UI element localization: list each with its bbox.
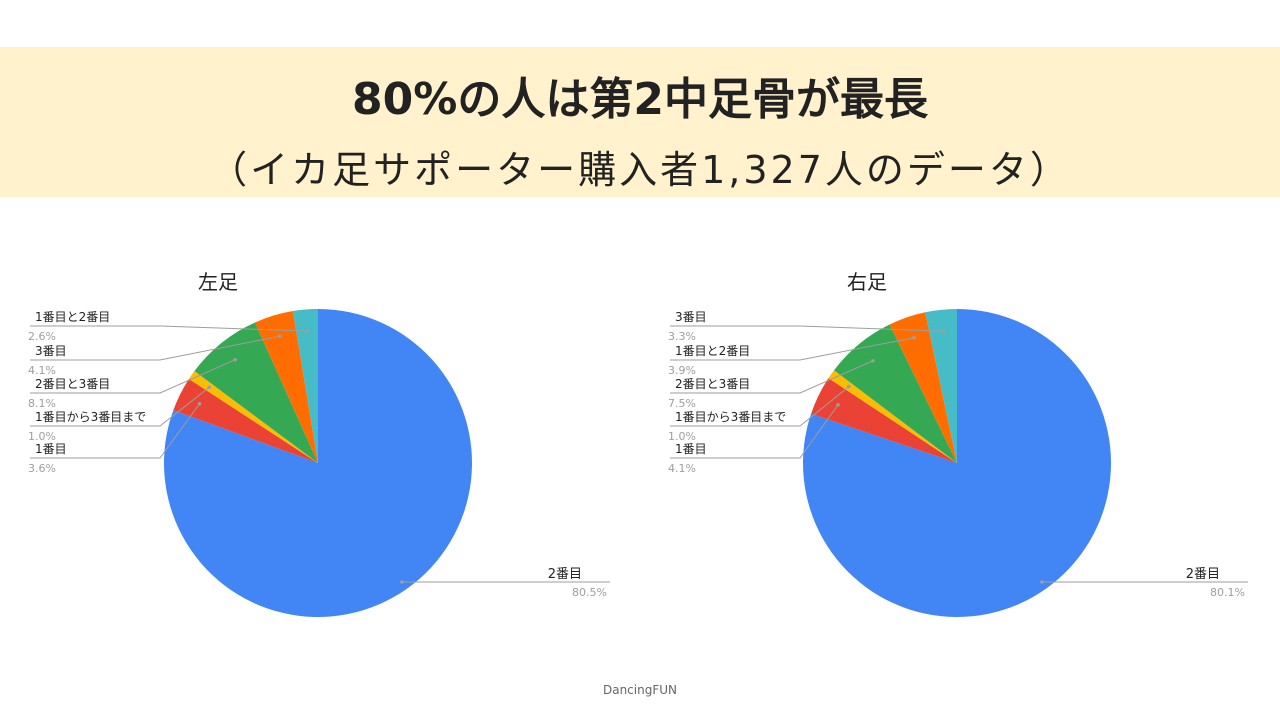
pie-slice <box>889 312 957 463</box>
pie-slice <box>194 322 318 463</box>
pie-slice <box>255 311 318 463</box>
slice-percent: 80.5% <box>572 586 607 599</box>
leader-dot <box>912 335 916 340</box>
slice-label: 1番目と2番目 <box>35 310 110 324</box>
slice-label: 1番目から3番目まで <box>675 410 786 424</box>
slice-label: 2番目 <box>1186 567 1220 582</box>
leader-line <box>30 335 280 361</box>
slice-label: 1番目から3番目まで <box>35 410 146 424</box>
leader-line <box>670 404 839 459</box>
slice-percent: 7.5% <box>668 397 696 410</box>
slice-percent: 2.6% <box>28 330 56 343</box>
leader-line <box>30 403 200 459</box>
slice-label: 1番目 <box>675 442 707 456</box>
slice-label: 1番目 <box>35 442 67 456</box>
pie-slice <box>292 309 318 463</box>
pie-slice <box>925 309 957 463</box>
leader-dot <box>400 580 404 584</box>
left-foot-pie-chart: 左足 1番目と2番目 2.6%3番目 4.1%2番目と3番目 8.1%1番目から3番目ま… <box>28 270 610 617</box>
leader-line <box>670 337 915 361</box>
leader-dot <box>836 403 840 407</box>
slice-label: 2番目と3番目 <box>35 377 110 391</box>
title-banner: 80%の人は第2中足骨が最長 （イカ足サポーター購入者1,327人のデータ） <box>0 47 1280 197</box>
right-foot-pie-chart: 右足 3番目 3.3%1番目と2番目 3.9%2番目と3番目 7.5%1番目から3番目ま… <box>668 270 1248 617</box>
leader-dot <box>871 358 875 363</box>
pie-slice <box>188 371 318 463</box>
leader-line <box>670 386 850 427</box>
page-subtitle: （イカ足サポーター購入者1,327人のデータ） <box>209 148 1071 192</box>
slice-percent: 1.0% <box>668 430 696 443</box>
slice-percent: 3.6% <box>28 462 56 475</box>
leader-dot <box>278 334 282 338</box>
leader-dot <box>847 384 851 389</box>
pie-slice <box>173 378 318 463</box>
slice-label: 2番目 <box>548 567 582 582</box>
leader-dot <box>305 329 309 333</box>
leader-dot <box>207 385 212 390</box>
slice-percent: 8.1% <box>28 397 56 410</box>
leader-line <box>30 359 236 394</box>
slice-percent: 4.1% <box>668 462 696 475</box>
page-title: 80%の人は第2中足骨が最長 <box>352 74 928 125</box>
slice-label: 3番目 <box>35 344 67 358</box>
leader-dot <box>197 401 202 406</box>
pie-slice <box>828 370 957 463</box>
slice-label: 2番目と3番目 <box>675 377 750 391</box>
leader-dot <box>233 357 237 362</box>
chart-title: 左足 <box>198 270 238 294</box>
chart-title: 右足 <box>847 270 887 294</box>
slice-percent: 1.0% <box>28 430 56 443</box>
leader-line <box>670 360 874 394</box>
leader-dot <box>941 329 946 334</box>
slice-label: 3番目 <box>675 310 707 324</box>
slice-percent: 3.3% <box>668 330 696 343</box>
pie-slice <box>811 378 957 463</box>
slice-percent: 3.9% <box>668 364 696 377</box>
slice-label: 1番目と2番目 <box>675 344 750 358</box>
leader-line <box>30 325 308 332</box>
footer-brand: DancingFUN <box>602 683 677 697</box>
leader-line <box>670 325 944 332</box>
slice-percent: 80.1% <box>1210 586 1245 599</box>
leader-line <box>30 386 210 427</box>
leader-dot <box>1040 580 1044 584</box>
pie-slice <box>834 324 957 463</box>
slice-percent: 4.1% <box>28 364 56 377</box>
